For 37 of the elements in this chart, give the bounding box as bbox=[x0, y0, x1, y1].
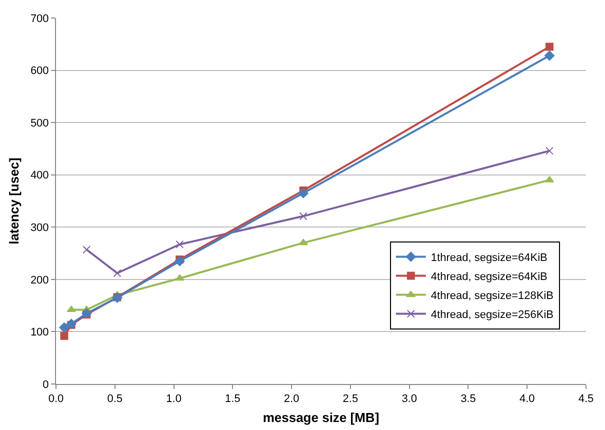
y-tick-label: 200 bbox=[30, 274, 49, 286]
y-tick-label: 0 bbox=[42, 378, 49, 391]
point bbox=[545, 146, 554, 155]
point bbox=[59, 322, 70, 333]
x-tick-label: 0.5 bbox=[107, 393, 123, 406]
point bbox=[298, 238, 308, 246]
x-tick-label: 1.5 bbox=[225, 393, 240, 406]
legend-label: 4thread, segsize=64KiB bbox=[430, 271, 548, 284]
legend-label: 1thread, segsize=64KiB bbox=[430, 252, 548, 264]
point bbox=[175, 274, 184, 281]
point bbox=[60, 332, 68, 340]
y-tick-label: 100 bbox=[30, 326, 49, 339]
y-tick-label: 400 bbox=[30, 170, 49, 182]
legend-label: 4thread, segsize=128KiB bbox=[430, 290, 554, 302]
x-axis-title: message size [MB] bbox=[262, 410, 380, 425]
x-tick-label: 4.5 bbox=[578, 393, 594, 406]
y-tick-label: 500 bbox=[30, 117, 49, 130]
point bbox=[545, 42, 554, 51]
y-tick-label: 600 bbox=[30, 65, 49, 78]
point bbox=[299, 212, 308, 220]
point bbox=[176, 240, 184, 248]
y-tick-label: 700 bbox=[30, 12, 49, 25]
x-tick-label: 2.0 bbox=[284, 393, 300, 406]
x-tick-label: 1.0 bbox=[166, 393, 182, 406]
point bbox=[113, 269, 122, 278]
point bbox=[82, 246, 91, 254]
x-tick-label: 2.5 bbox=[342, 393, 358, 406]
point bbox=[298, 188, 308, 198]
point bbox=[544, 50, 555, 61]
x-tick-label: 3.0 bbox=[402, 393, 417, 406]
x-tick-label: 4.0 bbox=[519, 393, 535, 406]
point bbox=[174, 256, 185, 266]
y-tick-label: 300 bbox=[30, 222, 49, 234]
legend-label: 4thread, segsize=256KiB bbox=[430, 309, 554, 322]
x-tick-label: 0.0 bbox=[48, 393, 64, 406]
x-tick-label: 3.5 bbox=[460, 393, 476, 406]
y-axis-title: latency [usec] bbox=[6, 158, 22, 244]
